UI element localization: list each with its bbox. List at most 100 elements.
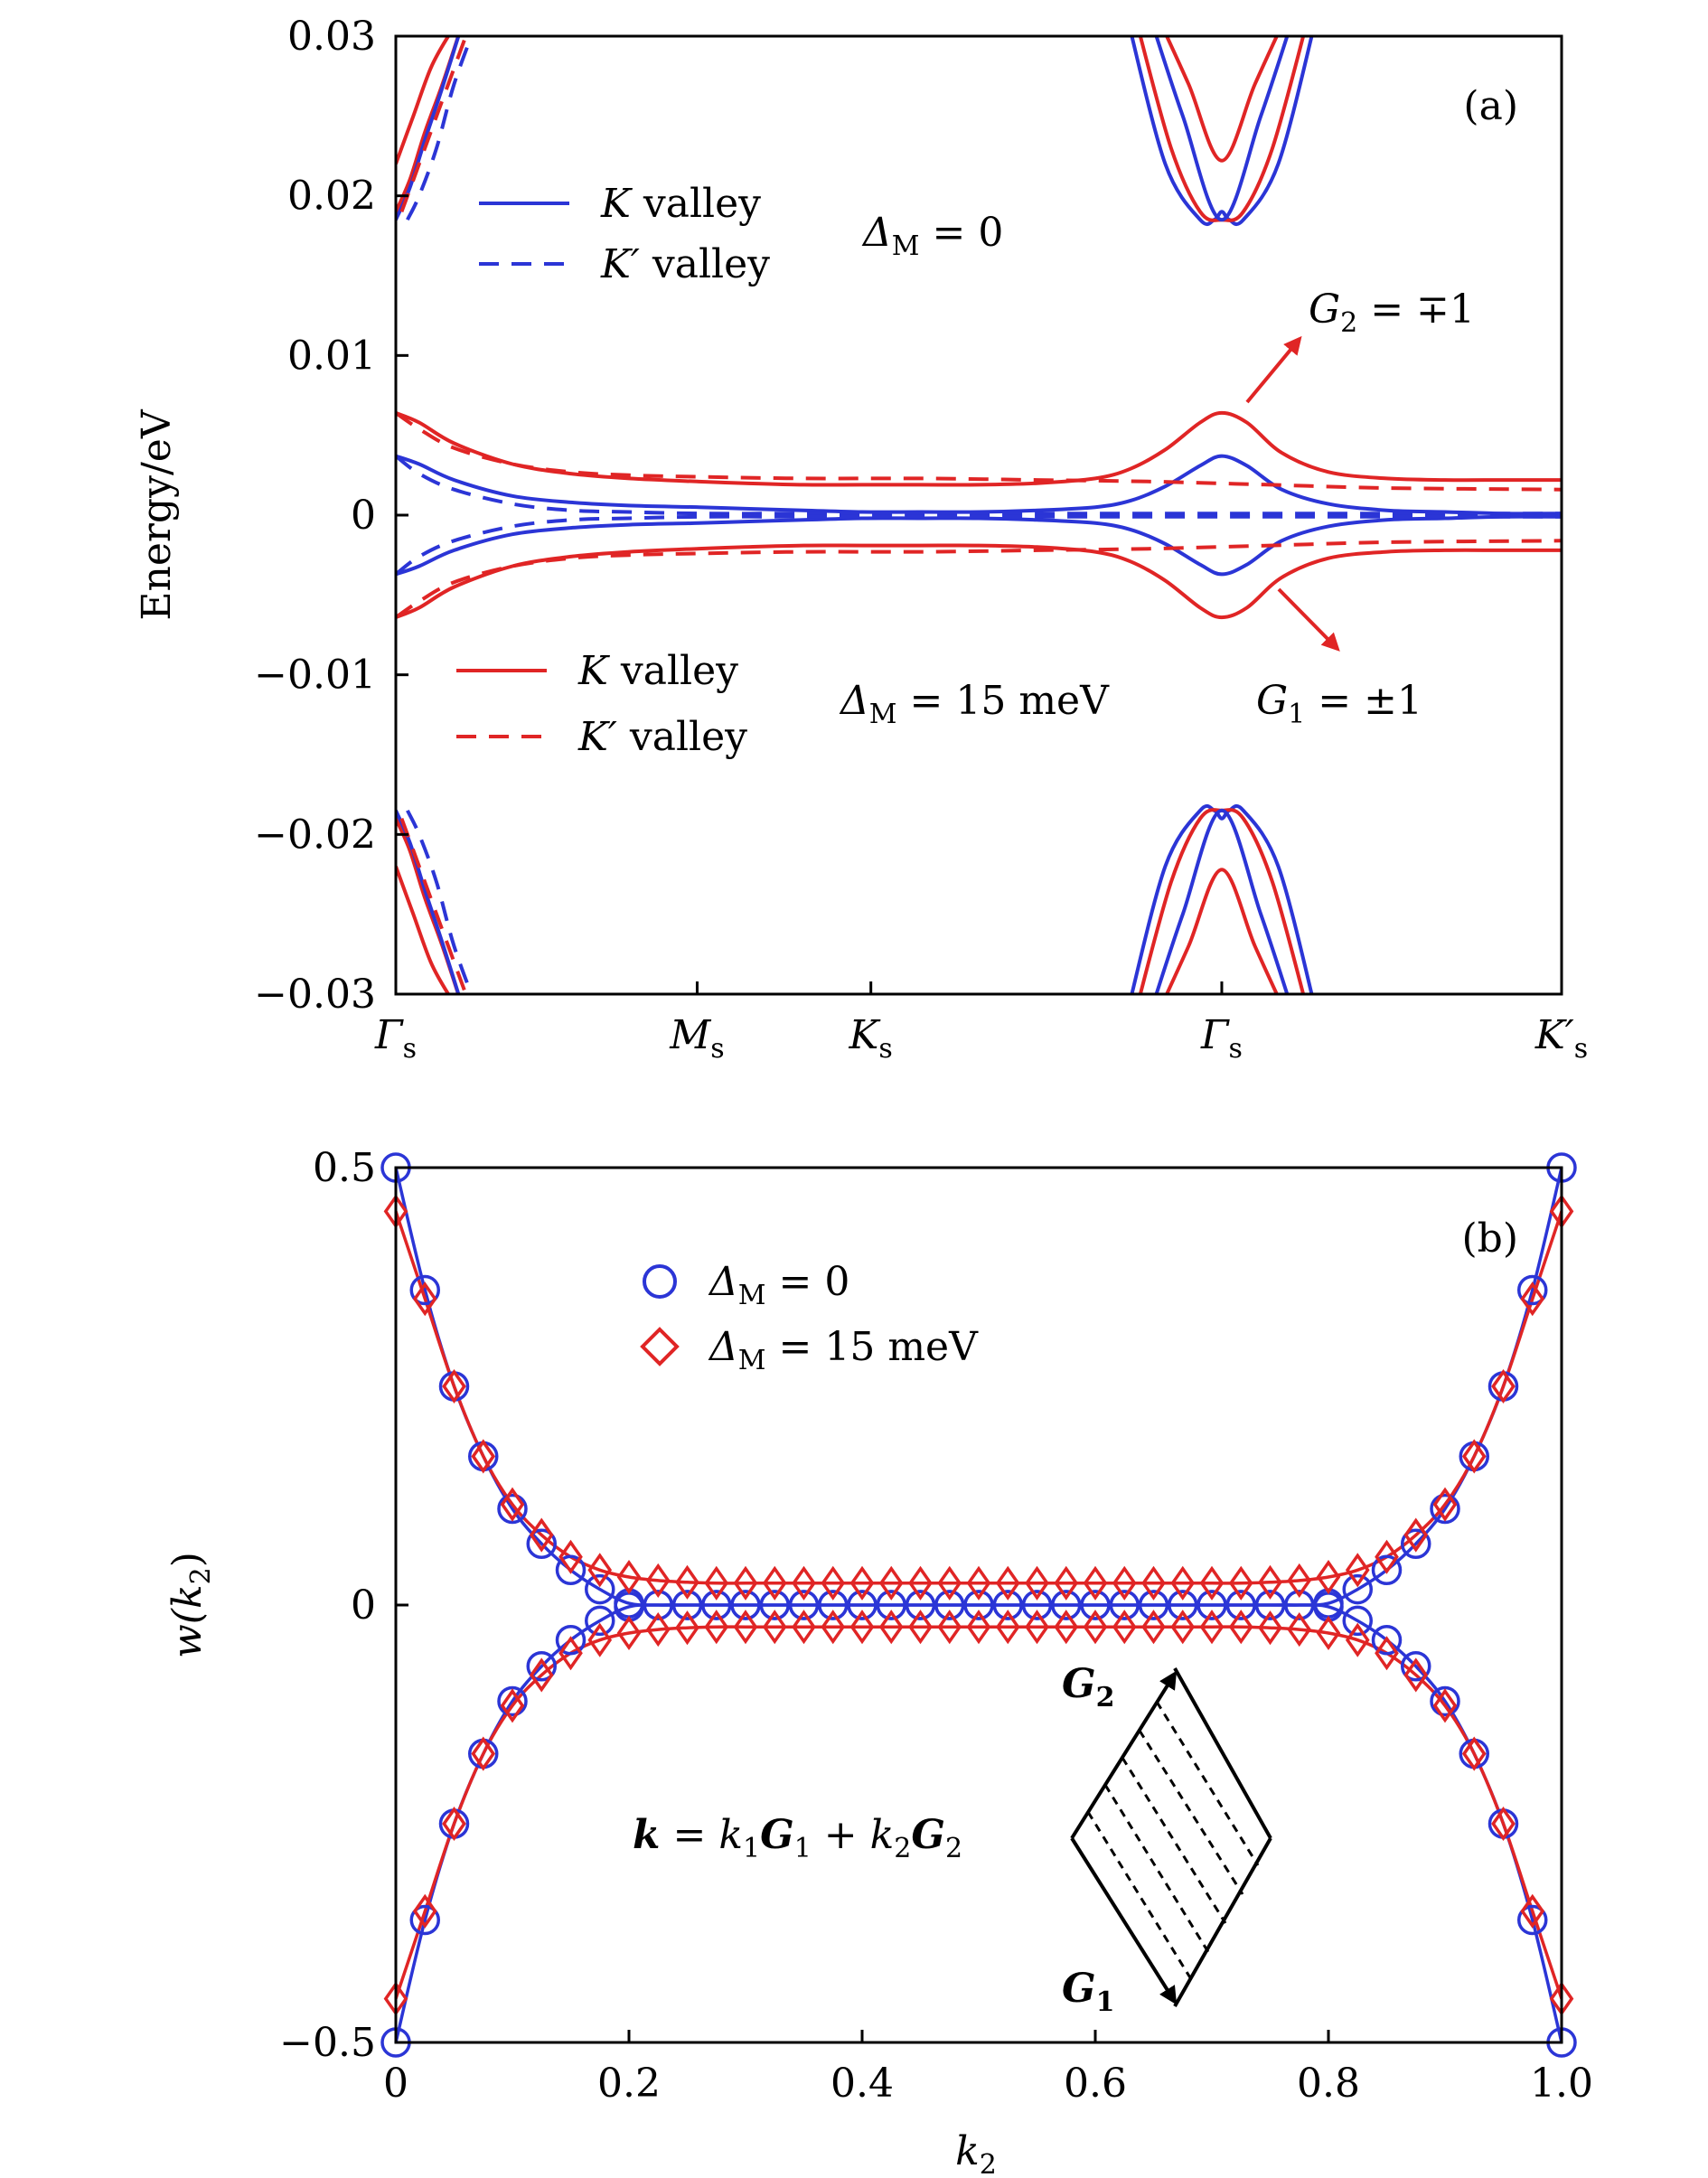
data-point-diamond: [558, 1636, 583, 1671]
data-point-circle: [1080, 1590, 1111, 1620]
x-tick-label: 0.6: [1064, 2061, 1127, 2107]
annotation-g1-label: G1 = ±1: [1256, 678, 1422, 730]
inset-label-g2: G2: [1062, 1661, 1114, 1713]
data-point-diamond: [645, 1612, 671, 1648]
data-point-diamond: [1258, 1564, 1282, 1600]
data-point-diamond: [849, 1565, 875, 1601]
data-point-diamond: [1054, 1610, 1079, 1645]
panel-a-legend-top: K valley K′ valley ΔM = 0: [479, 181, 1003, 287]
data-point-circle: [526, 1651, 557, 1682]
panel-b-inset: k = k1G1 + k2G2 G2 G1: [633, 1661, 1272, 2018]
panel-b-x-axis-label: k2: [955, 2128, 997, 2178]
data-point-diamond: [500, 1487, 525, 1522]
data-point-circle: [1197, 1590, 1227, 1620]
data-point-diamond: [471, 1736, 496, 1771]
bulk-band-13: [1164, 36, 1280, 163]
x-tick-label: 0.2: [597, 2061, 661, 2107]
legend-label-delta-15: ΔM = 15 meV: [708, 1324, 979, 1376]
data-point-circle: [1284, 1590, 1315, 1620]
panel-b-legend: ΔM = 0 ΔM = 15 meV: [640, 1259, 979, 1376]
data-point-diamond: [792, 1565, 816, 1601]
panel-b-curves: [380, 1152, 1577, 2058]
data-point-diamond: [1141, 1565, 1166, 1601]
bulk-band-0: [396, 36, 451, 164]
panel-a-annotation-g1: G1 = ±1: [1256, 587, 1422, 730]
y-tick-label: −0.5: [279, 2020, 376, 2066]
data-point-diamond: [1316, 1615, 1341, 1651]
y-tick-label: 0.03: [287, 14, 376, 60]
data-point-diamond: [937, 1565, 962, 1601]
data-point-circle: [759, 1590, 790, 1620]
panel-b-y-axis-label: w(k2): [164, 1552, 217, 1658]
data-point-circle: [1517, 1904, 1548, 1936]
inset-equation: k = k1G1 + k2G2: [633, 1812, 962, 1864]
data-point-circle: [730, 1590, 761, 1620]
data-point-circle: [992, 1590, 1023, 1620]
data-point-circle: [1225, 1590, 1256, 1620]
data-point-diamond: [849, 1610, 875, 1645]
data-point-circle: [788, 1590, 820, 1620]
x-tick-label: Γs: [1200, 1012, 1243, 1065]
data-point-circle: [1430, 1685, 1460, 1717]
data-point-diamond: [1461, 1439, 1487, 1474]
edge-band-red-solid-upper: [396, 410, 1562, 487]
panel-a: −0.03 −0.02 −0.01 0 0.01 0.02 0.03 Γs Ms Ks Γs K′s…: [134, 14, 1588, 1065]
data-point-diamond: [500, 1688, 525, 1723]
data-point-circle: [1138, 1590, 1169, 1620]
data-point-diamond: [1375, 1539, 1399, 1574]
data-point-diamond: [616, 1615, 642, 1651]
x-tick-label: 0: [383, 2061, 408, 2107]
y-tick-label: −0.01: [254, 652, 376, 699]
data-point-diamond: [412, 1281, 437, 1317]
data-point-circle: [1254, 1590, 1286, 1620]
data-point-circle: [497, 1493, 528, 1525]
legend-bottom-condition: ΔM = 15 meV: [839, 678, 1110, 730]
data-point-circle: [1401, 1651, 1431, 1682]
arrow-g2: [1245, 335, 1302, 404]
data-point-diamond: [1025, 1610, 1049, 1645]
data-point-diamond: [1491, 1806, 1516, 1842]
panel-a-annotation-g2: G2 = ∓1: [1245, 286, 1475, 404]
inset-dashed-lines: [1086, 1701, 1260, 1980]
data-point-diamond: [645, 1563, 671, 1598]
data-point-diamond: [1520, 1281, 1545, 1317]
bulk-band-10: [1130, 36, 1314, 227]
data-point-diamond: [1054, 1565, 1079, 1601]
bulk-band-12: [1154, 36, 1290, 222]
data-point-diamond: [704, 1610, 729, 1645]
data-point-circle: [555, 1624, 587, 1656]
legend-marker-diamond: [640, 1327, 680, 1366]
data-point-diamond: [1083, 1610, 1108, 1645]
data-point-circle: [497, 1685, 528, 1717]
legend-label-kprime-blue: K′ valley: [600, 241, 770, 287]
edge-band-red-solid-lower: [396, 543, 1562, 620]
data-point-diamond: [995, 1565, 1020, 1601]
data-point-diamond: [616, 1559, 642, 1595]
inset-label-g1: G1: [1062, 1966, 1114, 2018]
data-point-diamond: [529, 1657, 554, 1693]
data-point-diamond: [1112, 1565, 1137, 1601]
x-tick-label: 0.8: [1297, 2061, 1360, 2107]
data-point-circle: [1051, 1590, 1082, 1620]
data-point-circle: [1401, 1528, 1431, 1559]
edge-band-blue-solid-upper: [396, 454, 1562, 516]
legend-label-delta-zero: ΔM = 0: [708, 1259, 849, 1311]
data-point-diamond: [1112, 1610, 1137, 1645]
panel-a-tag: (a): [1463, 83, 1518, 129]
inset-arrow-g1: [1070, 1836, 1178, 2005]
data-point-diamond: [1025, 1565, 1049, 1601]
data-point-diamond: [821, 1565, 846, 1601]
panel-a-x-ticks: Γs Ms Ks Γs K′s: [374, 981, 1588, 1065]
data-point-circle: [1430, 1493, 1460, 1525]
y-tick-label: 0.02: [287, 174, 376, 220]
panel-a-y-ticks: −0.03 −0.02 −0.01 0 0.01 0.02 0.03: [254, 14, 408, 1018]
data-point-diamond: [995, 1610, 1020, 1645]
panel-b-y-ticks: −0.5 0 0.5: [279, 1145, 408, 2066]
data-point-circle: [409, 1904, 440, 1936]
data-point-diamond: [878, 1610, 904, 1645]
data-point-diamond: [1228, 1565, 1253, 1601]
legend-label-k-red: K valley: [577, 648, 738, 694]
data-point-circle: [643, 1590, 673, 1620]
inset-arrow-g2: [1070, 1670, 1178, 1840]
